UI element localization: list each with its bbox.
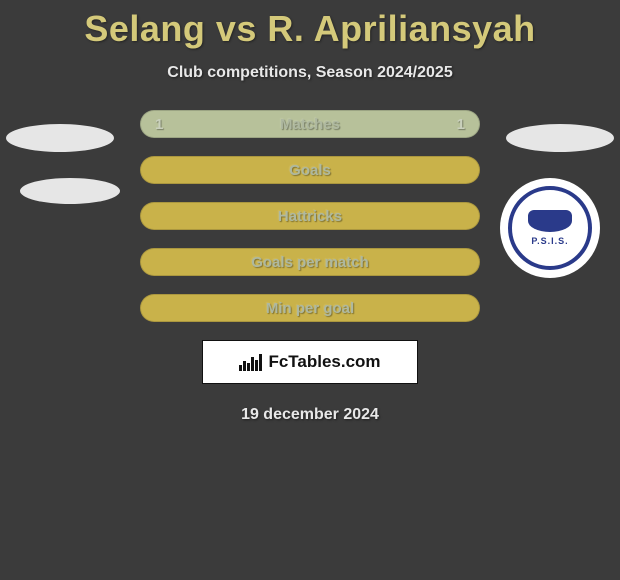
stat-value-left: 1 — [155, 116, 163, 133]
page-subtitle: Club competitions, Season 2024/2025 — [0, 64, 620, 82]
stat-bar-hattricks: Hattricks — [140, 202, 480, 230]
stat-label: Hattricks — [278, 208, 342, 225]
stat-label: Matches — [280, 116, 340, 133]
stat-value-right: 1 — [457, 116, 465, 133]
stats-area: 1 Matches 1 Goals Hattricks Goals per ma… — [0, 110, 620, 322]
stat-label: Min per goal — [266, 300, 354, 317]
stat-bar-goals: Goals — [140, 156, 480, 184]
stat-row-goals: Goals — [0, 156, 620, 184]
brand-text: FcTables.com — [268, 352, 380, 372]
stat-label: Goals — [289, 162, 331, 179]
bar-chart-icon — [239, 354, 262, 371]
stat-row-mpg: Min per goal — [0, 294, 620, 322]
page-title: Selang vs R. Apriliansyah — [0, 0, 620, 50]
stat-row-hattricks: Hattricks — [0, 202, 620, 230]
stat-row-gpm: Goals per match — [0, 248, 620, 276]
stat-bar-matches: 1 Matches 1 — [140, 110, 480, 138]
brand-box: FcTables.com — [202, 340, 418, 384]
stat-label: Goals per match — [251, 254, 369, 271]
date-line: 19 december 2024 — [0, 406, 620, 424]
stat-bar-gpm: Goals per match — [140, 248, 480, 276]
stat-bar-mpg: Min per goal — [140, 294, 480, 322]
stat-row-matches: 1 Matches 1 — [0, 110, 620, 138]
